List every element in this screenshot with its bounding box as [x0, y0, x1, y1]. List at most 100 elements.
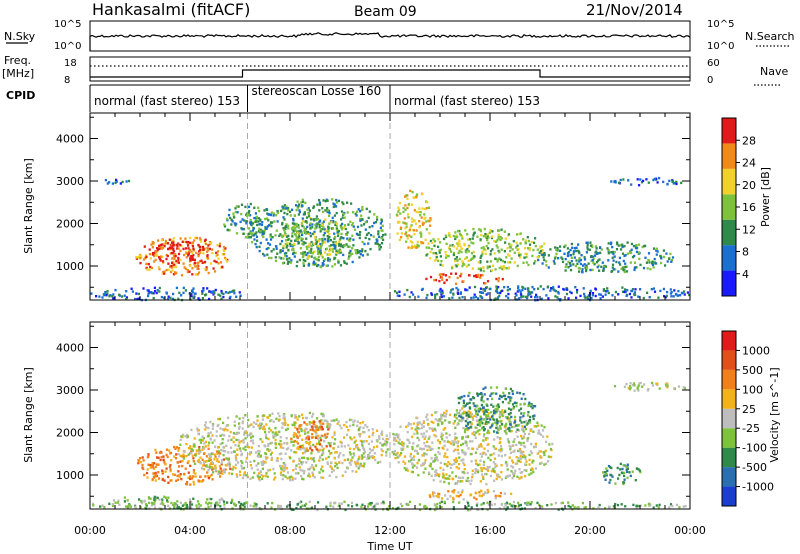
- echo-cell: [469, 482, 472, 486]
- echo-cell: [480, 417, 483, 420]
- echo-cell: [526, 295, 529, 298]
- echo-cell: [301, 224, 304, 228]
- echo-cell: [241, 228, 244, 231]
- echo-cell: [158, 257, 162, 261]
- echo-cell: [531, 467, 534, 470]
- echo-cell: [237, 427, 241, 430]
- echo-cell: [440, 293, 443, 296]
- echo-cell: [230, 218, 233, 221]
- echo-cell: [395, 439, 398, 442]
- echo-cell: [292, 249, 295, 252]
- echo-cell: [480, 233, 483, 237]
- power-grid: [247, 113, 391, 300]
- echo-cell: [182, 286, 185, 290]
- echo-cell: [523, 425, 526, 428]
- echo-cell: [538, 432, 541, 435]
- echo-cell: [301, 477, 304, 481]
- echo-cell: [135, 292, 138, 295]
- echo-cell: [465, 265, 468, 268]
- echo-cell: [305, 461, 308, 464]
- echo-cell: [143, 473, 146, 477]
- echo-cell: [515, 443, 518, 447]
- echo-region: [425, 227, 546, 273]
- echo-cell: [521, 471, 524, 474]
- echo-cell: [522, 414, 525, 418]
- echo-cell: [217, 257, 220, 260]
- echo-cell: [240, 440, 243, 443]
- echo-cell: [175, 265, 178, 268]
- echo-cell: [148, 252, 151, 256]
- echo-cell: [442, 273, 445, 276]
- echo-cell: [475, 412, 478, 415]
- echo-cell: [450, 272, 453, 275]
- echo-cell: [516, 290, 519, 293]
- colorbar-swatch: [722, 270, 736, 296]
- echo-cell: [493, 411, 496, 414]
- echo-cell: [354, 249, 357, 252]
- echo-cell: [174, 253, 177, 256]
- echo-cell: [448, 248, 451, 251]
- echo-cell: [458, 456, 461, 459]
- echo-cell: [361, 254, 364, 257]
- echo-cell: [504, 410, 507, 413]
- echo-cell: [336, 234, 340, 237]
- echo-cell: [280, 209, 283, 213]
- echo-cell: [385, 442, 388, 445]
- echo-cell: [247, 205, 251, 209]
- echo-cell: [147, 289, 150, 292]
- echo-cell: [545, 260, 548, 263]
- echo-cell: [403, 293, 406, 296]
- echo-cell: [335, 475, 338, 479]
- echo-cell: [421, 462, 424, 465]
- echo-cell: [326, 462, 330, 466]
- echo-region: [610, 176, 683, 187]
- echo-cell: [578, 251, 581, 255]
- echo-cell: [497, 409, 500, 413]
- echo-cell: [349, 424, 352, 428]
- echo-cell: [421, 454, 424, 457]
- echo-cell: [118, 293, 121, 296]
- echo-cell: [168, 238, 171, 241]
- echo-cell: [444, 274, 448, 277]
- echo-cell: [241, 461, 244, 465]
- echo-cell: [404, 462, 407, 465]
- echo-cell: [625, 294, 628, 298]
- echo-cell: [666, 183, 669, 186]
- echo-cell: [557, 285, 560, 288]
- echo-cell: [520, 443, 523, 446]
- echo-cell: [424, 467, 427, 470]
- echo-cell: [151, 462, 154, 465]
- echo-cell: [482, 406, 485, 409]
- echo-cell: [351, 247, 354, 250]
- echo-cell: [497, 279, 500, 283]
- echo-cell: [172, 292, 175, 296]
- ytick-label: 2000: [56, 218, 84, 231]
- echo-cell: [185, 482, 188, 486]
- echo-cell: [534, 467, 538, 470]
- echo-cell: [232, 436, 235, 439]
- echo-cell: [327, 441, 330, 445]
- echo-cell: [607, 291, 610, 295]
- echo-cell: [483, 413, 486, 416]
- echo-cell: [637, 384, 640, 387]
- echo-cell: [249, 451, 252, 454]
- echo-cell: [261, 467, 264, 470]
- echo-cell: [343, 436, 346, 439]
- cpid-segment-label: normal (fast stereo) 153: [94, 94, 240, 108]
- echo-cell: [424, 504, 427, 508]
- echo-cell: [439, 480, 442, 483]
- echo-cell: [526, 437, 529, 440]
- echo-cell: [265, 238, 268, 241]
- echo-cell: [176, 247, 179, 250]
- echo-cell: [400, 232, 403, 235]
- echo-cell: [207, 459, 210, 462]
- echo-cell: [289, 244, 292, 248]
- echo-cell: [335, 227, 338, 230]
- echo-cell: [439, 290, 442, 294]
- echo-cell: [406, 469, 409, 472]
- echo-cell: [345, 262, 348, 265]
- echo-cell: [366, 505, 370, 508]
- echo-cell: [356, 462, 359, 465]
